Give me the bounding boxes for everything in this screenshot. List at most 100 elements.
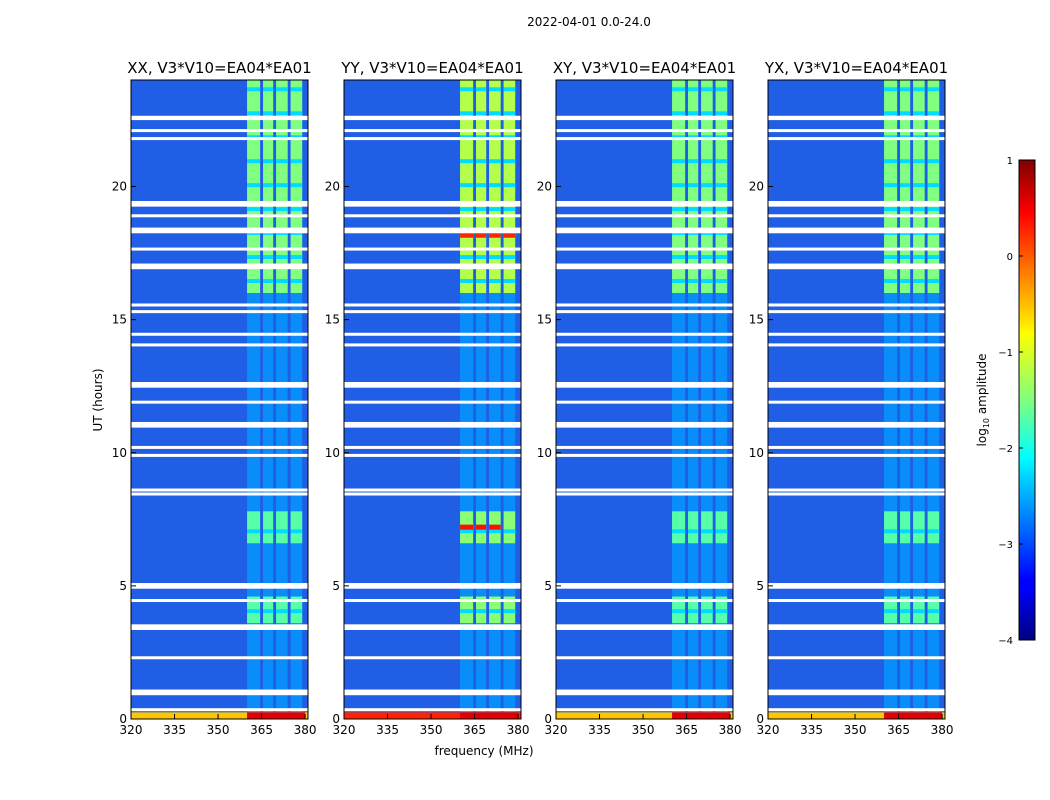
x-tick-label: 380: [507, 723, 530, 737]
flagged-row: [344, 382, 521, 386]
panel-frame: [343, 79, 522, 720]
flagged-row: [768, 692, 945, 696]
signal-striation: [247, 279, 261, 284]
signal-channel: [900, 80, 911, 719]
signal-striation: [489, 159, 501, 164]
flagged-row: [768, 488, 945, 492]
flagged-row: [556, 200, 733, 204]
colorbar-frame: [1018, 159, 1036, 641]
signal-striation: [476, 609, 487, 614]
y-tick-label: 10: [325, 446, 340, 460]
signal-active-block: [290, 511, 303, 544]
flagged-row: [556, 384, 733, 388]
signal-striation: [884, 159, 898, 164]
signal-striation: [715, 609, 728, 614]
signal-striation: [247, 111, 261, 116]
flagged-row: [768, 382, 945, 386]
signal-striation: [715, 279, 728, 284]
signal-striation: [290, 279, 303, 284]
x-tick-label: 320: [333, 723, 356, 737]
flagged-row: [768, 263, 945, 267]
y-tick-label: 5: [756, 579, 764, 593]
signal-striation: [247, 609, 261, 614]
flagged-row: [131, 332, 308, 336]
signal-striation: [263, 609, 274, 614]
y-tick-label: 20: [112, 180, 127, 194]
signal-channel: [263, 80, 274, 719]
signal-striation: [701, 111, 713, 116]
signal-striation: [247, 255, 261, 260]
signal-striation: [476, 111, 487, 116]
signal-active-block: [247, 511, 261, 544]
signal-striation: [927, 529, 940, 534]
signal-striation: [672, 529, 686, 534]
signal-striation: [913, 159, 925, 164]
signal-striation: [276, 279, 288, 284]
flagged-row: [131, 400, 308, 404]
signal-striation: [672, 207, 686, 212]
flagged-row: [131, 227, 308, 231]
signal-active-block: [276, 511, 288, 544]
flagged-row: [556, 583, 733, 587]
signal-active-block: [263, 511, 274, 544]
flagged-row: [768, 400, 945, 404]
flagged-row: [768, 585, 945, 589]
signal-striation: [715, 529, 728, 534]
flagged-row: [131, 488, 308, 492]
signal-striation: [276, 255, 288, 260]
signal-striation: [503, 87, 516, 92]
signal-striation: [290, 159, 303, 164]
flagged-row: [768, 689, 945, 693]
signal-striation: [701, 207, 713, 212]
x-tick-label: 350: [632, 723, 655, 737]
signal-striation: [276, 609, 288, 614]
signal-active-block: [900, 511, 911, 544]
flagged-row: [344, 656, 521, 660]
flagged-row: [131, 266, 308, 270]
signal-striation: [290, 111, 303, 116]
signal-striation: [884, 529, 898, 534]
signal-striation: [489, 87, 501, 92]
flagged-row: [344, 453, 521, 457]
flagged-row: [556, 115, 733, 119]
flagged-row: [131, 343, 308, 347]
flagged-row: [131, 137, 308, 141]
panel-frame: [767, 79, 946, 720]
y-tick-label: 10: [112, 446, 127, 460]
y-tick-label: 5: [332, 579, 340, 593]
signal-striation: [460, 159, 474, 164]
flagged-row: [768, 214, 945, 218]
signal-hotspot: [489, 231, 501, 238]
x-tick-label: 350: [420, 723, 443, 737]
signal-active-block: [503, 511, 516, 544]
flagged-row: [131, 624, 308, 628]
startup-band: [768, 712, 945, 719]
flagged-row: [556, 424, 733, 428]
x-tick-label: 335: [800, 723, 823, 737]
flagged-row: [556, 214, 733, 218]
y-tick-label: 20: [749, 180, 764, 194]
flagged-row: [556, 692, 733, 696]
signal-striation: [290, 183, 303, 188]
signal-striation: [460, 111, 474, 116]
flagged-row: [556, 343, 733, 347]
signal-striation: [913, 111, 925, 116]
signal-channel: [927, 80, 940, 719]
flagged-row: [556, 708, 733, 712]
signal-striation: [715, 207, 728, 212]
flagged-row: [344, 689, 521, 693]
signal-striation: [884, 207, 898, 212]
flagged-row: [131, 203, 308, 207]
flagged-row: [131, 230, 308, 234]
flagged-row: [344, 445, 521, 449]
y-tick-label: 15: [537, 313, 552, 327]
signal-active-block: [672, 511, 686, 544]
flagged-row: [556, 129, 733, 133]
flagged-row: [556, 247, 733, 251]
signal-striation: [460, 87, 474, 92]
signal-active-block: [701, 511, 713, 544]
signal-striation: [715, 111, 728, 116]
colorbar-tick-label: 0: [1007, 252, 1013, 263]
flagged-row: [768, 303, 945, 307]
signal-striation: [900, 255, 911, 260]
